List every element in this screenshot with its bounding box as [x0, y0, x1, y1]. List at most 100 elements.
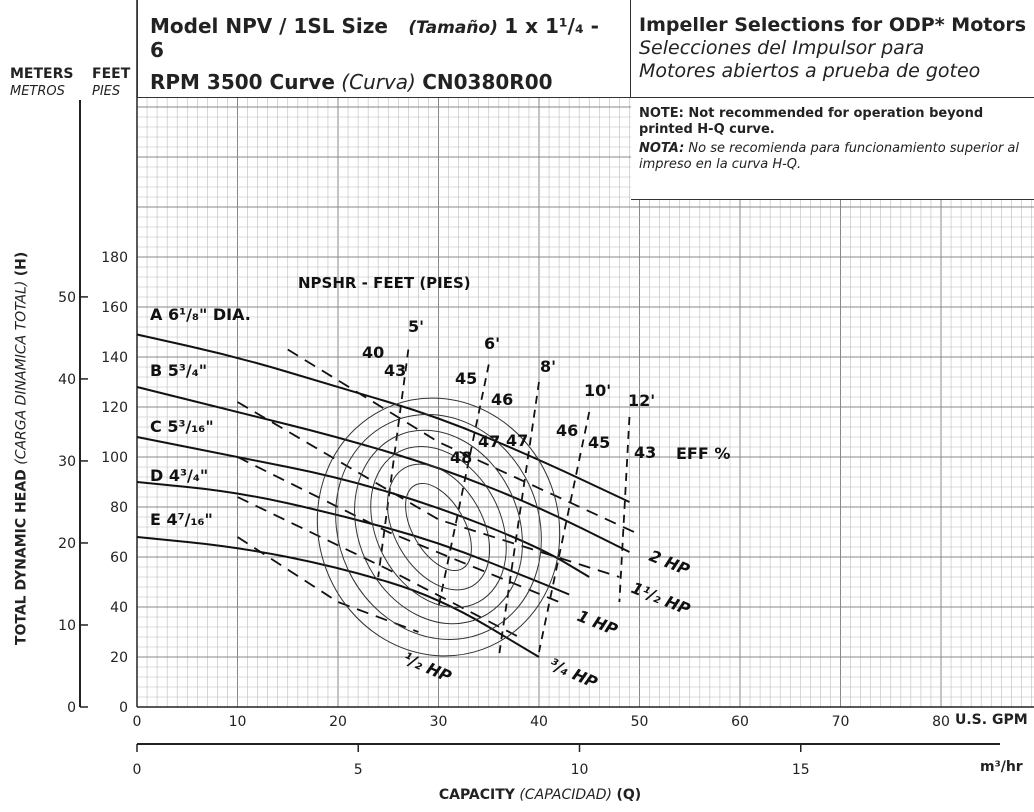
efficiency-label: 46 — [491, 390, 513, 409]
impeller-es-line1: Selecciones del Impulsor para — [639, 36, 925, 59]
hp-line — [237, 456, 560, 603]
npshr-label: 5' — [408, 317, 424, 336]
m3hr-unit: m³/hr — [980, 759, 1023, 775]
npshr-label: 6' — [484, 334, 500, 353]
y-tick-meters: 50 — [58, 290, 76, 306]
efficiency-label: 43 — [384, 361, 406, 380]
x-tick-gpm: 70 — [832, 714, 850, 730]
npshr-line — [497, 381, 540, 658]
y-tick-feet: 80 — [110, 500, 128, 516]
x-tick-gpm: 40 — [530, 714, 548, 730]
x-tick-gpm: 80 — [932, 714, 950, 730]
note-box: NOTE: Not recommended for operation beyo… — [631, 98, 1034, 200]
note-en: NOTE: Not recommended for operation beyo… — [639, 106, 984, 137]
y-tick-feet: 100 — [101, 450, 128, 466]
y-tick-feet: 140 — [101, 350, 128, 366]
efficiency-label: 47 — [478, 432, 500, 451]
note-es-label: NOTA: — [639, 141, 685, 157]
y-tick-feet: 180 — [101, 250, 128, 266]
npshr-line — [618, 416, 631, 603]
x-tick-gpm: 50 — [631, 714, 649, 730]
x-tick-m3hr: 5 — [354, 762, 363, 778]
capacity-symbol: (Q) — [616, 787, 642, 803]
head-axis-title: TOTAL DYNAMIC HEAD (CARGA DINAMICA TOTAL… — [14, 238, 31, 658]
y-tick-meters: 10 — [58, 618, 76, 634]
npshr-label: 10' — [584, 381, 611, 400]
hp-label: 1 HP — [575, 606, 621, 639]
efficiency-label: 45 — [455, 369, 477, 388]
impeller-label: A 6¹/₈" DIA. — [150, 305, 251, 324]
efficiency-contour — [405, 482, 472, 572]
x-tick-gpm: 20 — [329, 714, 347, 730]
capacity-title-es: (CAPACIDAD) — [519, 787, 613, 803]
y-tick-meters: 20 — [58, 536, 76, 552]
efficiency-contour — [386, 463, 491, 591]
y-tick-meters: 0 — [67, 700, 76, 716]
model-header: Model NPV / 1SL Size (Tamaño) 1 x 1¹/₄ -… — [137, 0, 631, 98]
impeller-curve — [136, 333, 630, 503]
axes: 0 20 40 60 80 100 120 140 160 180 0 10 20 30 40 50 0 10 20… — [58, 0, 1034, 778]
impeller-title: Impeller Selections for ODP* Motors — [639, 14, 1027, 36]
curve-id: CN0380R00 — [422, 70, 553, 95]
impeller-curve — [136, 386, 630, 553]
npshr-axis-label: NPSHR - FEET (PIES) — [298, 274, 471, 292]
x-tick-gpm: 30 — [430, 714, 448, 730]
curve-label-es: (Curva) — [341, 70, 416, 95]
impeller-curve — [136, 536, 540, 658]
efficiency-contour — [316, 397, 561, 657]
efficiency-contour — [335, 414, 542, 640]
impeller-label: D 4³/₄" — [150, 466, 208, 485]
hp-label: 1¹/₂ HP — [629, 578, 694, 619]
x-tick-m3hr: 0 — [133, 762, 142, 778]
y-tick-feet: 60 — [110, 550, 128, 566]
npshr-line — [377, 349, 410, 578]
x-tick-m3hr: 15 — [792, 762, 810, 778]
feet-es-label: PIES — [92, 84, 121, 100]
y-tick-meters: 40 — [58, 372, 76, 388]
hp-label: ³/₄ HP — [546, 654, 600, 692]
meters-es-label: METROS — [10, 84, 65, 100]
x-tick-gpm: 60 — [731, 714, 749, 730]
efficiency-label: 40 — [362, 343, 384, 362]
impeller-label: B 5³/₄" — [150, 361, 207, 380]
grid — [136, 0, 1034, 708]
impeller-label: C 5³/₁₆" — [150, 417, 214, 436]
head-symbol: (H) — [13, 251, 30, 277]
model-label: Model NPV / 1SL Size — [150, 14, 388, 38]
head-title-es: (CARGA DINAMICA TOTAL) — [13, 280, 30, 465]
efficiency-unit-label: EFF % — [676, 444, 730, 463]
gpm-unit: U.S. GPM — [955, 712, 1028, 729]
hp-line — [287, 348, 640, 536]
rpm-label: RPM 3500 Curve — [150, 70, 335, 95]
x-tick-m3hr: 10 — [571, 762, 589, 778]
capacity-axis-title: CAPACITY (CAPACIDAD) (Q) — [330, 787, 750, 804]
y-tick-feet: 160 — [101, 300, 128, 316]
meters-label: METERS — [10, 66, 74, 83]
impeller-curve — [136, 481, 570, 596]
y-tick-feet: 0 — [119, 700, 128, 716]
efficiency-label: 43 — [634, 443, 656, 462]
efficiency-label: 48 — [450, 448, 472, 467]
npshr-label: 8' — [540, 357, 556, 376]
y-tick-meters: 30 — [58, 454, 76, 470]
efficiency-label: 46 — [556, 421, 578, 440]
series — [136, 333, 640, 658]
size-value: 1 x 1¹/₄ - 6 — [150, 14, 599, 63]
hp-line — [237, 496, 520, 638]
capacity-title: CAPACITY — [438, 787, 515, 803]
npshr-label: 12' — [628, 391, 655, 410]
impeller-selection-box: Impeller Selections for ODP* Motors Sele… — [631, 0, 1034, 98]
head-title: TOTAL DYNAMIC HEAD — [13, 469, 30, 646]
efficiency-label: 45 — [588, 433, 610, 452]
y-tick-feet: 40 — [110, 600, 128, 616]
note-es: No se recomienda para funcionamiento sup… — [639, 141, 1020, 172]
y-tick-feet: 120 — [101, 400, 128, 416]
efficiency-label: 47 — [506, 431, 528, 450]
size-label-es: (Tamaño) — [408, 18, 498, 38]
impeller-es-line2: Motores abiertos a prueba de goteo — [639, 59, 981, 82]
y-tick-feet: 20 — [110, 650, 128, 666]
efficiency-contour — [370, 446, 507, 608]
note-es-wrap: NOTA: No se recomienda para funcionamien… — [639, 141, 1024, 172]
